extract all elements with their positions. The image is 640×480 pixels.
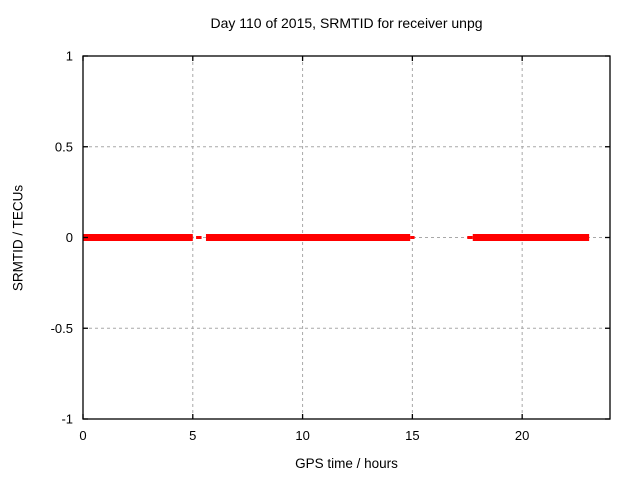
data-segment xyxy=(467,236,473,239)
data-segment xyxy=(472,234,590,241)
chart-title: Day 110 of 2015, SRMTID for receiver unp… xyxy=(210,15,483,31)
y-tick-label: 1 xyxy=(66,49,73,64)
data-segment xyxy=(83,234,193,241)
x-tick-label: 0 xyxy=(79,428,86,443)
y-tick-label: -1 xyxy=(61,412,73,427)
x-tick-label: 5 xyxy=(189,428,196,443)
x-tick-label: 10 xyxy=(295,428,309,443)
data-segment xyxy=(410,236,415,239)
data-segment xyxy=(196,236,202,239)
x-tick-label: 15 xyxy=(405,428,419,443)
x-axis-label: GPS time / hours xyxy=(295,456,398,471)
x-tick-label: 20 xyxy=(515,428,529,443)
data-segment xyxy=(205,234,411,241)
y-tick-label: 0.5 xyxy=(55,139,73,154)
y-tick-label: 0 xyxy=(66,230,73,245)
y-tick-label: -0.5 xyxy=(51,321,73,336)
